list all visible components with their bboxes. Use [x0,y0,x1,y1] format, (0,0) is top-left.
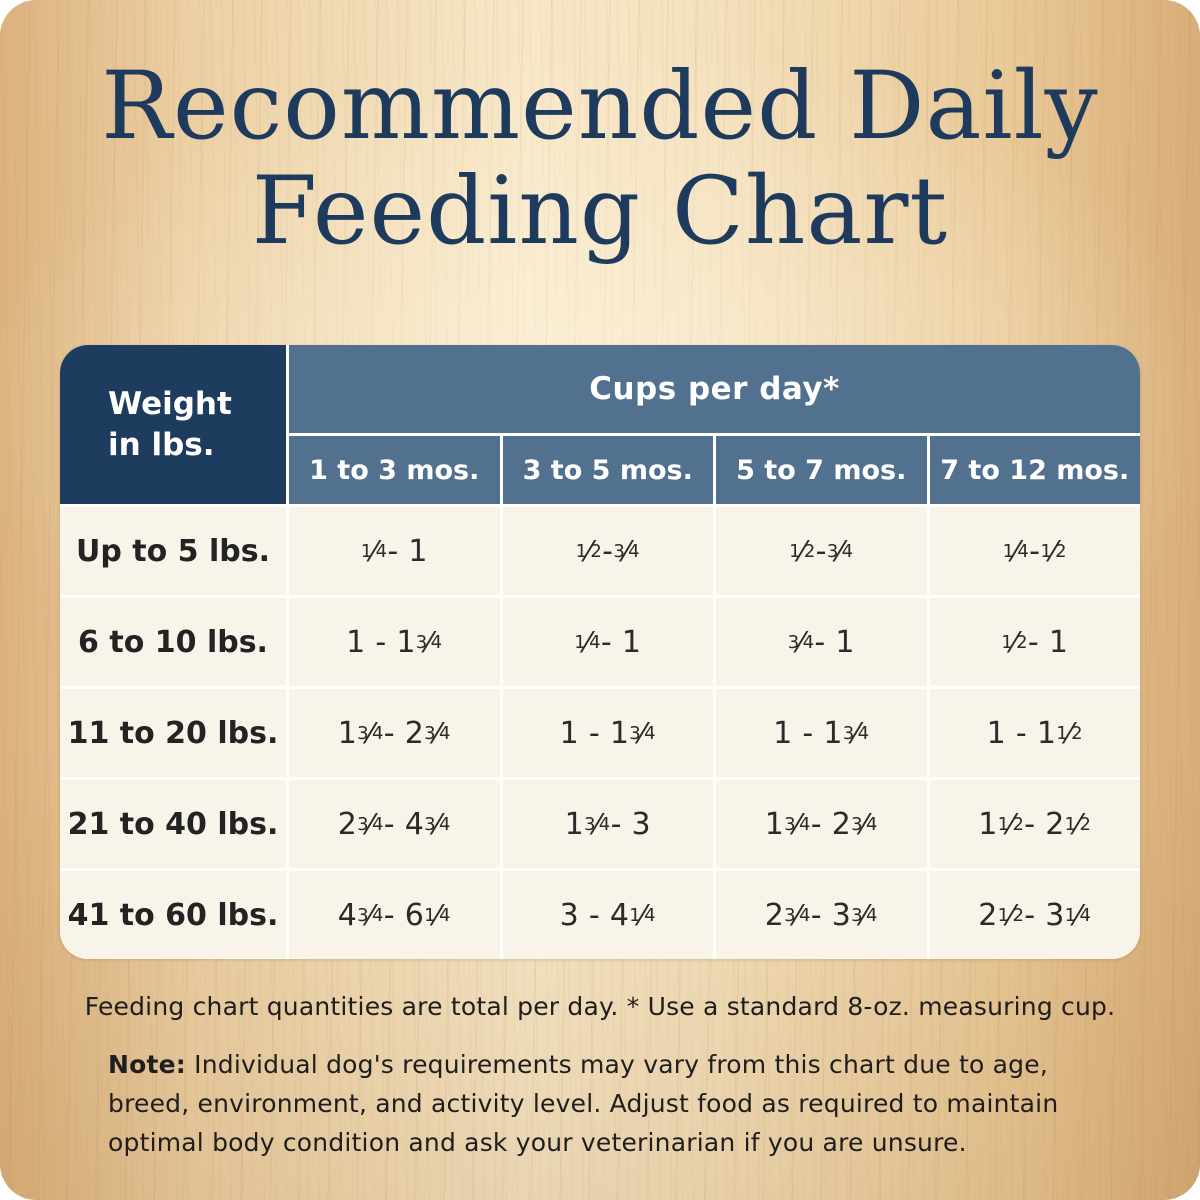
feeding-value-cell: 1 3 ⁄ 4 - 3 [502,780,713,868]
feeding-value-cell: 4 3 ⁄ 4 - 6 1 ⁄ 4 [289,871,500,959]
note-label: Note: [108,1050,187,1079]
feeding-value-cell: 1 ⁄ 2 - 3 ⁄ 4 [502,507,713,595]
footnote: Feeding chart quantities are total per d… [84,992,1116,1021]
feeding-value-cell: 1 - 1 1 ⁄ 2 [929,689,1140,777]
page-title: Recommended Daily Feeding Chart [0,54,1200,265]
feeding-value-cell: 1 ⁄ 2 - 3 ⁄ 4 [716,507,927,595]
feeding-value-cell: 1 - 1 3 ⁄ 4 [289,598,500,686]
page-title-line2: Feeding Chart [251,157,949,267]
feeding-value-cell: 1 ⁄ 4 - 1 [502,598,713,686]
feeding-value-cell: 3 - 4 1 ⁄ 4 [502,871,713,959]
weight-row-label: Up to 5 lbs. [60,507,286,595]
age-column-header-1-to-3: 1 to 3 mos. [289,436,500,504]
feeding-value-cell: 1 - 1 3 ⁄ 4 [716,689,927,777]
feeding-value-cell: 1 ⁄ 2 - 1 [929,598,1140,686]
feeding-value-cell: 1 ⁄ 4 - 1 ⁄ 2 [929,507,1140,595]
weight-row-label: 11 to 20 lbs. [60,689,286,777]
feeding-value-cell: 2 3 ⁄ 4 - 3 3 ⁄ 4 [716,871,927,959]
weight-row-label: 21 to 40 lbs. [60,780,286,868]
feeding-value-cell: 1 - 1 3 ⁄ 4 [502,689,713,777]
cups-per-day-header: Cups per day* [289,345,1140,433]
feeding-value-cell: 1 1 ⁄ 2 - 2 1 ⁄ 2 [929,780,1140,868]
feeding-value-cell: 1 3 ⁄ 4 - 2 3 ⁄ 4 [289,689,500,777]
note-paragraph: Note: Individual dog's requirements may … [108,1046,1100,1162]
feeding-value-cell: 1 3 ⁄ 4 - 2 3 ⁄ 4 [716,780,927,868]
feeding-value-cell: 2 3 ⁄ 4 - 4 3 ⁄ 4 [289,780,500,868]
age-column-header-7-to-12: 7 to 12 mos. [929,436,1140,504]
age-column-header-3-to-5: 3 to 5 mos. [502,436,713,504]
note-text: Individual dog's requirements may vary f… [108,1050,1059,1157]
age-column-header-5-to-7: 5 to 7 mos. [716,436,927,504]
feeding-value-cell: 3 ⁄ 4 - 1 [716,598,927,686]
weight-row-label: 6 to 10 lbs. [60,598,286,686]
page-title-line1: Recommended Daily [101,52,1099,161]
weight-header-cell: Weight in lbs. [60,345,286,504]
weight-row-label: 41 to 60 lbs. [60,871,286,959]
feeding-table: Weight in lbs. Cups per day* 1 to 3 mos.… [60,345,1140,959]
feeding-value-cell: 2 1 ⁄ 2 - 3 1 ⁄ 4 [929,871,1140,959]
feeding-value-cell: 1 ⁄ 4 - 1 [289,507,500,595]
